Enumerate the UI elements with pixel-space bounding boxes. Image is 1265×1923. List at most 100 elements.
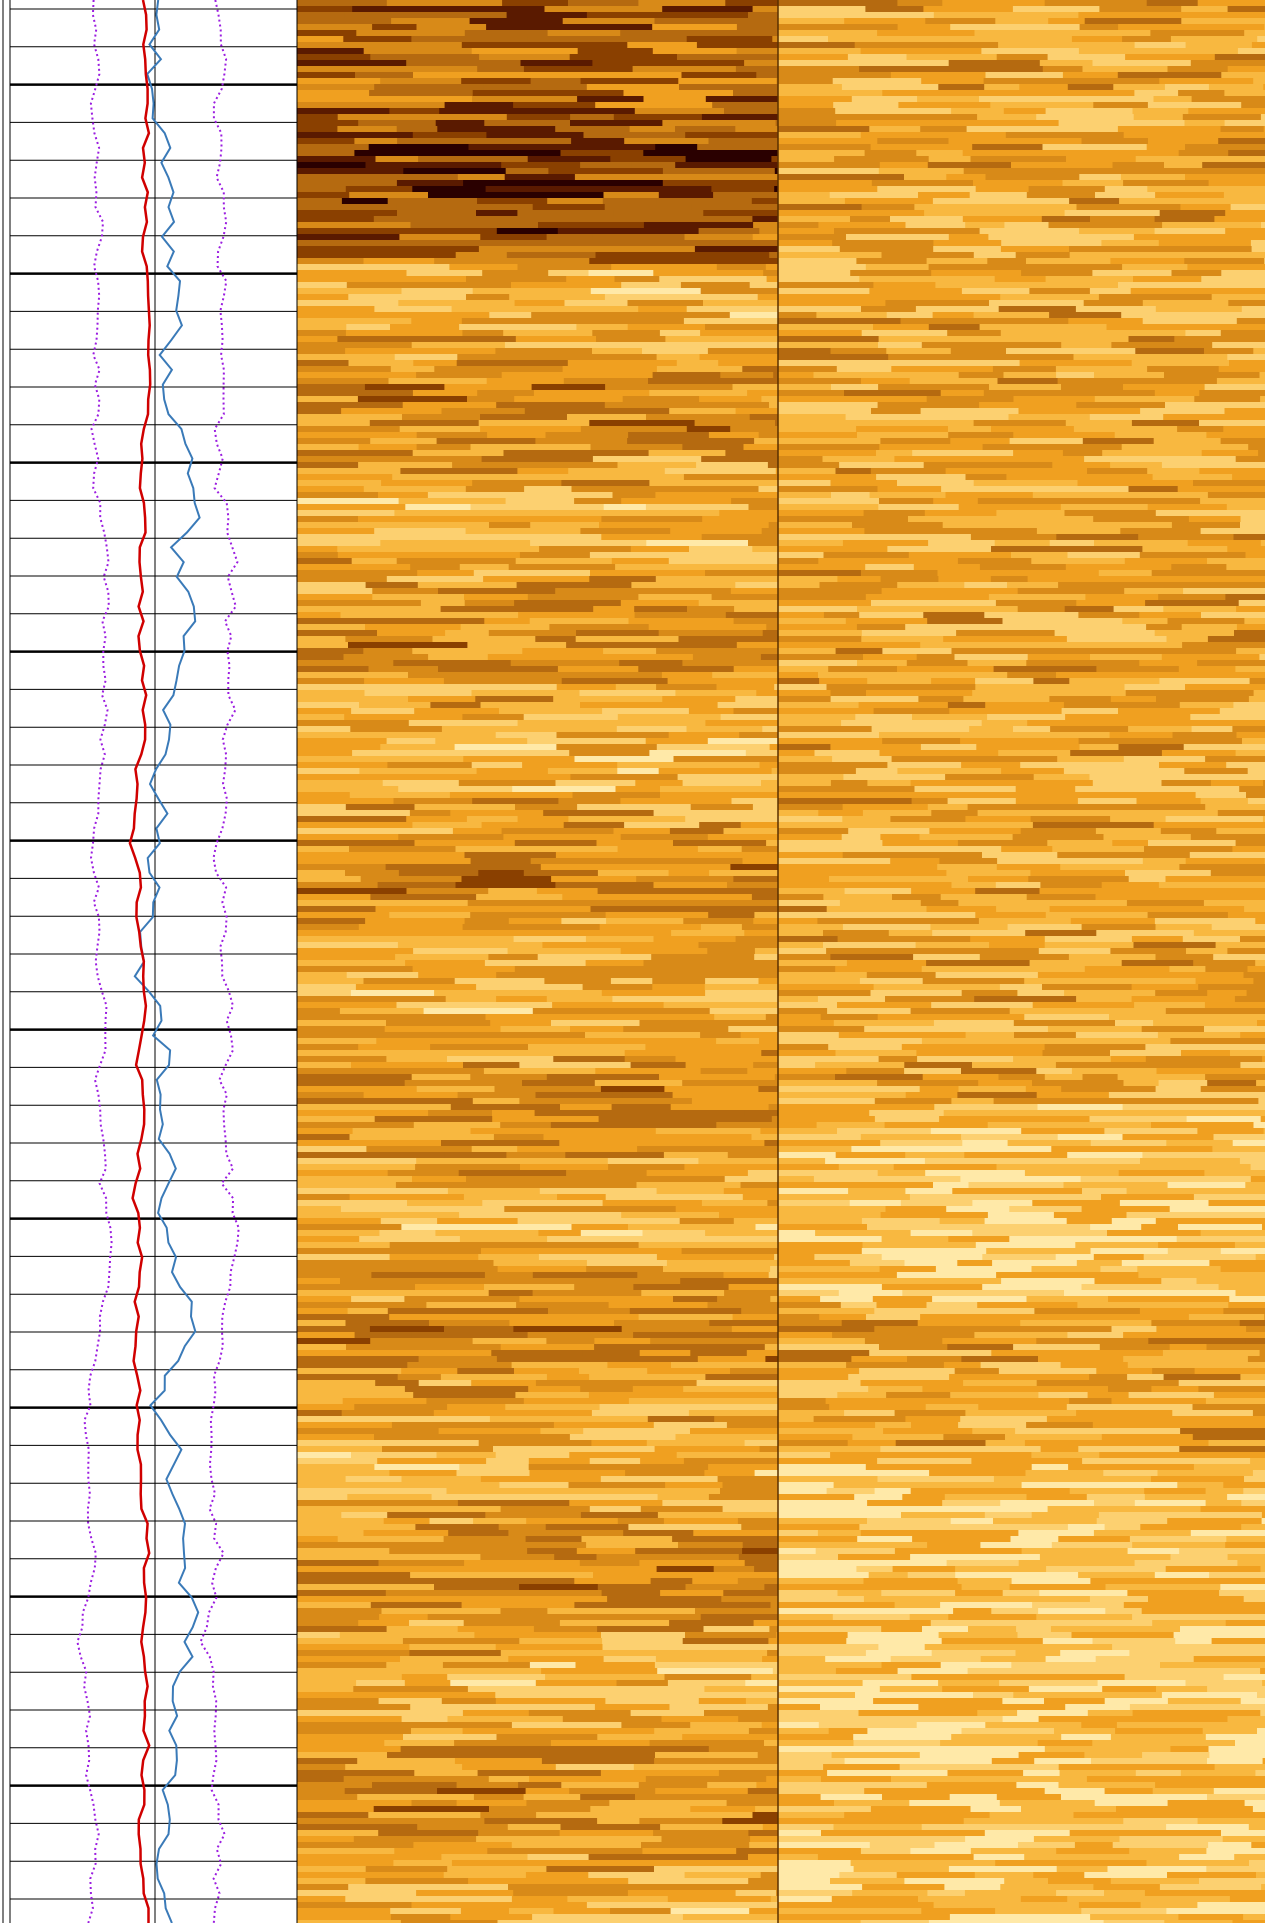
image-pixel-band [1174, 1212, 1265, 1219]
image-pixel-band [654, 1446, 761, 1453]
image-pixel-band [467, 396, 515, 403]
image-pixel-band [551, 876, 597, 883]
image-pixel-band [572, 240, 649, 247]
image-pixel-band [445, 630, 490, 637]
image-pixel-band [624, 822, 700, 829]
image-pixel-band [778, 1794, 822, 1801]
image-pixel-band [1224, 408, 1265, 415]
image-pixel-band [370, 894, 477, 901]
image-pixel-band [1216, 378, 1265, 385]
image-pixel-band [1234, 630, 1265, 637]
image-pixel-band [669, 1620, 755, 1627]
image-pixel-band [502, 0, 569, 7]
image-pixel-band [386, 1020, 491, 1027]
image-pixel-band [1155, 924, 1213, 931]
image-pixel-band [1015, 786, 1076, 793]
image-pixel-band [1119, 1836, 1224, 1843]
image-pixel-band [1175, 1638, 1213, 1645]
image-pixel-band [632, 1386, 684, 1393]
image-pixel-band [654, 18, 731, 25]
image-pixel-band [369, 1326, 445, 1333]
image-pixel-band [678, 636, 730, 643]
image-pixel-band [1021, 270, 1093, 277]
image-pixel-band [867, 780, 912, 787]
image-pixel-band [851, 1356, 908, 1363]
image-pixel-band [778, 1542, 872, 1549]
image-pixel-band [838, 1164, 895, 1171]
image-pixel-band [379, 1614, 429, 1621]
image-pixel-band [297, 72, 356, 79]
image-pixel-band [962, 1140, 1009, 1147]
image-pixel-band [848, 1188, 906, 1195]
image-pixel-band [1022, 96, 1075, 103]
image-pixel-band [662, 168, 776, 175]
image-pixel-band [384, 1740, 455, 1747]
image-pixel-band [818, 1584, 915, 1591]
image-pixel-band [1245, 1644, 1265, 1651]
image-pixel-band [297, 1836, 355, 1843]
image-pixel-band [420, 546, 540, 553]
image-pixel-band [297, 312, 414, 319]
image-pixel-band [648, 624, 767, 631]
image-pixel-band [652, 1902, 733, 1909]
image-pixel-band [555, 852, 648, 859]
image-pixel-band [386, 1104, 452, 1111]
image-pixel-band [874, 1116, 940, 1123]
image-pixel-band [593, 1572, 696, 1579]
image-pixel-band [297, 504, 406, 511]
image-pixel-band [1119, 1764, 1216, 1771]
image-pixel-band [623, 228, 700, 235]
image-pixel-band [980, 1656, 1047, 1663]
image-pixel-band [605, 912, 709, 919]
image-pixel-band [1058, 1782, 1156, 1789]
image-pixel-band [717, 1476, 779, 1483]
image-pixel-band [813, 1602, 896, 1609]
image-pixel-band [407, 1200, 483, 1207]
image-pixel-band [956, 630, 1056, 637]
image-pixel-band [1205, 1074, 1265, 1081]
image-pixel-band [1231, 720, 1265, 727]
image-pixel-band [1140, 1158, 1241, 1165]
image-pixel-band [493, 1446, 608, 1453]
image-pixel-band [869, 1110, 945, 1117]
image-pixel-band [1020, 1896, 1068, 1903]
image-pixel-band [349, 846, 456, 853]
image-pixel-band [575, 1488, 660, 1495]
image-pixel-band [557, 228, 624, 235]
image-pixel-band [912, 450, 1014, 457]
image-pixel-band [778, 1662, 882, 1669]
image-pixel-band [297, 1422, 393, 1429]
image-pixel-band [880, 438, 951, 445]
image-pixel-band [1259, 1350, 1265, 1357]
image-pixel-band [966, 1704, 1066, 1711]
image-pixel-band [778, 318, 845, 325]
image-pixel-band [631, 162, 676, 169]
image-pixel-band [693, 1554, 740, 1561]
image-pixel-band [1170, 1554, 1229, 1561]
image-pixel-band [1022, 150, 1125, 157]
image-pixel-band [583, 1098, 693, 1105]
image-pixel-band [1179, 48, 1239, 55]
image-pixel-band [882, 90, 979, 97]
image-pixel-band [522, 648, 604, 655]
image-pixel-band [533, 1626, 598, 1633]
image-pixel-band [481, 822, 565, 829]
image-pixel-band [818, 1722, 918, 1729]
image-pixel-band [935, 1266, 986, 1273]
image-pixel-band [571, 486, 622, 493]
image-pixel-band [297, 66, 415, 73]
image-pixel-band [880, 1212, 925, 1219]
image-pixel-band [963, 462, 1012, 469]
image-pixel-band [892, 894, 942, 901]
image-pixel-band [1137, 1266, 1222, 1273]
image-pixel-band [778, 552, 824, 559]
image-pixel-band [297, 1734, 404, 1741]
image-pixel-band [297, 60, 407, 67]
image-pixel-band [703, 1626, 770, 1633]
image-pixel-band [778, 834, 843, 841]
image-pixel-band [396, 276, 467, 283]
image-pixel-band [1162, 1014, 1239, 1021]
image-pixel-band [778, 1680, 864, 1687]
image-pixel-band [1167, 1800, 1246, 1807]
image-pixel-band [955, 1224, 1018, 1231]
